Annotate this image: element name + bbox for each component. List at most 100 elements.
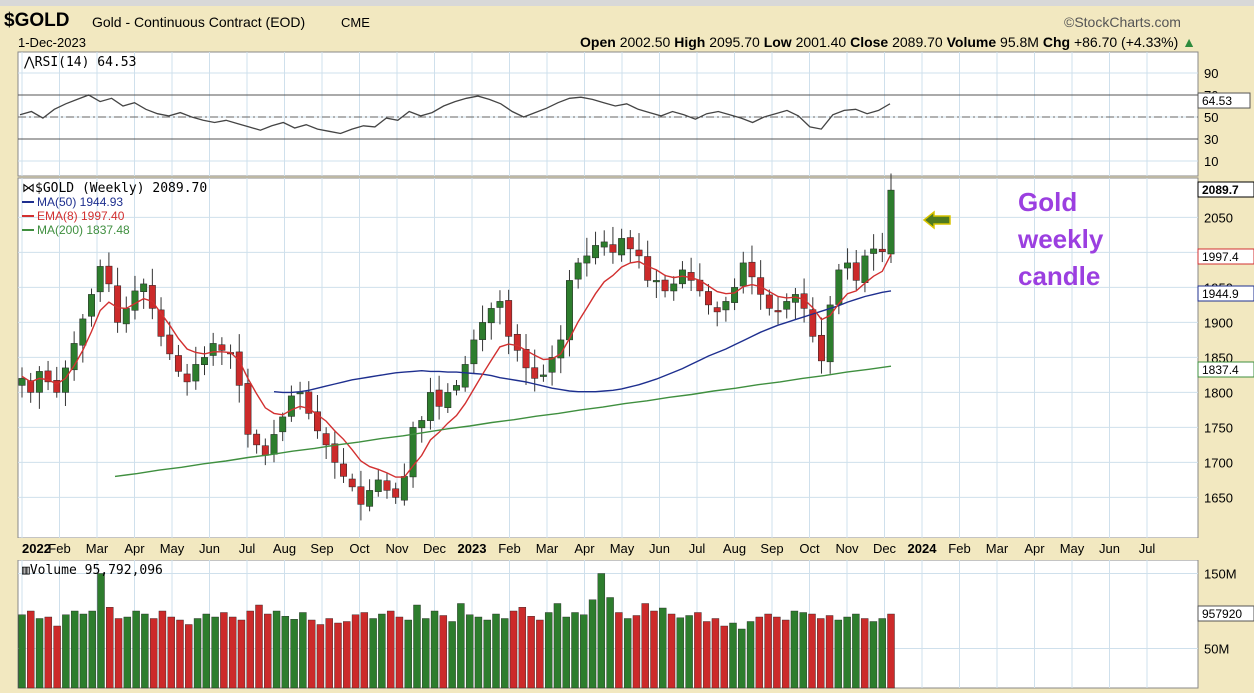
rsi-tick-label: 10 — [1204, 154, 1218, 169]
candle-up — [131, 290, 139, 311]
volume-bar — [860, 618, 869, 689]
low-label: Low — [763, 34, 792, 50]
top-window-strip — [0, 0, 1254, 6]
candle-up — [270, 434, 278, 455]
x-tick-label: May — [610, 541, 635, 556]
candle-down — [148, 285, 156, 309]
candle-up — [722, 301, 730, 311]
volume-bar — [149, 618, 158, 689]
x-tick-label: 2024 — [908, 541, 938, 556]
candle-up — [844, 262, 851, 269]
candle-up — [444, 392, 452, 408]
close-value: 2089.70 — [892, 34, 943, 50]
volume-bar — [255, 604, 263, 689]
x-tick-label: Feb — [498, 541, 520, 556]
volume-last-label: 957920 — [1202, 607, 1242, 621]
volume-bar — [738, 628, 746, 689]
volume-bar — [588, 599, 597, 689]
chg-value: +86.70 (+4.33%) — [1073, 34, 1179, 50]
ma200-line — [114, 365, 892, 478]
candle-up — [287, 395, 295, 417]
volume-bar — [422, 618, 430, 689]
x-tick-label: 2023 — [458, 541, 487, 556]
x-tick-label: Jun — [1099, 541, 1120, 556]
chart-header: $GOLD Gold - Continuous Contract (EOD) C… — [0, 0, 1254, 52]
x-tick-label: Mar — [536, 541, 559, 556]
volume-bar — [509, 610, 518, 689]
volume-bar — [878, 618, 886, 689]
high-label: High — [674, 34, 706, 50]
volume-bar — [307, 619, 316, 689]
x-tick-label: May — [1060, 541, 1085, 556]
volume-bar — [88, 610, 96, 689]
volume-bar — [44, 616, 53, 689]
ohlc-summary: Open 2002.50 High 2095.70 Low 2001.40 Cl… — [580, 34, 1196, 50]
candle-up — [426, 392, 434, 421]
candle-up — [826, 304, 834, 363]
candle-down — [705, 291, 712, 306]
volume-bar — [720, 625, 728, 689]
volume-bar — [702, 621, 711, 689]
candle-down — [800, 293, 808, 309]
volume-bar — [790, 610, 799, 689]
candle-down — [235, 351, 243, 386]
volume-bar — [360, 612, 369, 689]
volume-bar — [746, 621, 755, 689]
volume-bar — [650, 610, 658, 689]
volume-bar — [527, 616, 535, 689]
candle-up — [487, 308, 495, 324]
volume-label: Volume — [946, 34, 997, 50]
candle-down — [166, 334, 174, 355]
volume-bar — [334, 622, 342, 689]
volume-bar — [97, 573, 105, 689]
candle-up — [618, 238, 626, 256]
candle-down — [878, 248, 886, 252]
candle-down — [392, 488, 400, 498]
candle-down — [44, 370, 52, 383]
volume-bar — [694, 612, 702, 689]
volume-bar — [799, 612, 807, 689]
candle-down — [818, 334, 825, 362]
price-tick-label: 1800 — [1204, 385, 1233, 400]
volume-bar — [562, 616, 570, 689]
candle-up — [592, 245, 599, 259]
volume-bar — [553, 603, 562, 689]
candle-down — [253, 433, 261, 446]
volume-bar — [290, 619, 298, 689]
volume-bar — [439, 615, 448, 689]
candle-up — [739, 262, 747, 287]
volume-bar — [667, 613, 676, 689]
price-last-box — [1197, 285, 1254, 302]
candle-up — [296, 392, 304, 395]
price-tick-label: 1750 — [1204, 420, 1233, 435]
candle-up — [461, 364, 469, 388]
volume-bar — [70, 610, 79, 689]
volume-bar — [711, 618, 720, 689]
legend-entry: MA(50) 1944.93 — [37, 195, 123, 209]
volume-bar — [808, 613, 816, 689]
low-value: 2001.40 — [795, 34, 847, 50]
volume-bar — [843, 616, 851, 689]
x-tick-label: Sep — [310, 541, 333, 556]
volume-legend: ▥Volume 95,792,096 — [22, 563, 163, 578]
volume-bar — [246, 610, 254, 689]
volume-bar — [632, 615, 641, 689]
candle-down — [626, 237, 634, 250]
price-last-box — [1197, 181, 1254, 198]
candle-down — [852, 262, 860, 281]
candle-up — [453, 385, 460, 391]
legend-entry: MA(200) 1837.48 — [37, 223, 130, 237]
x-tick-label: Jun — [199, 541, 220, 556]
x-axis-band — [0, 538, 1254, 560]
candle-down — [383, 480, 391, 491]
volume-bar — [580, 614, 588, 689]
volume-bar — [369, 618, 377, 689]
volume-bar — [465, 614, 474, 689]
candle-up — [88, 294, 95, 317]
up-arrow-icon: ▲ — [1182, 34, 1196, 50]
volume-bar — [869, 621, 878, 689]
volume-bar — [378, 613, 386, 689]
chg-label: Chg — [1042, 34, 1071, 50]
volume-value: 95.8M — [1000, 34, 1039, 50]
price-legend-title: ⋈$GOLD (Weekly) 2089.70 — [22, 181, 207, 196]
